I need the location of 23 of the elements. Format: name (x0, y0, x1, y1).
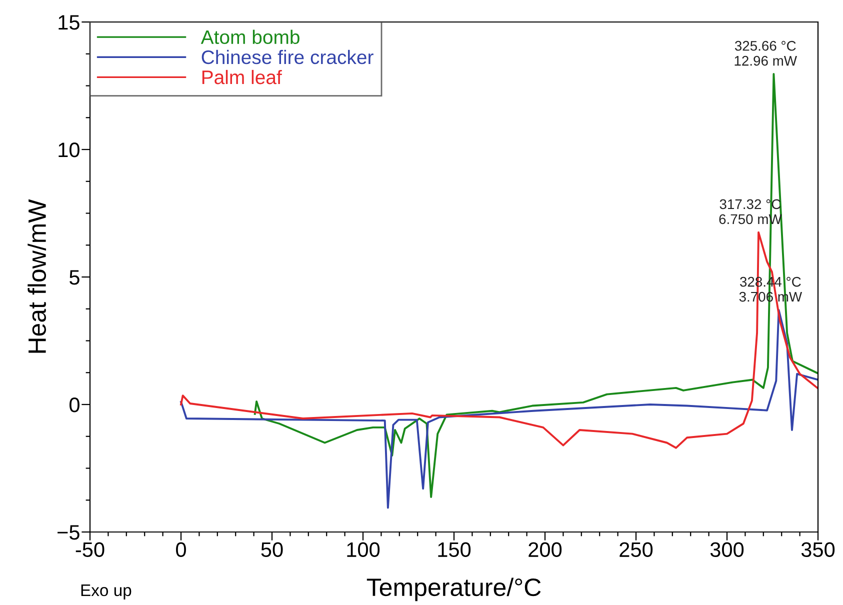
legend-label: Palm leaf (202, 70, 282, 84)
x-tick-label: 300 (710, 542, 744, 558)
y-tick-label: −5 (58, 525, 80, 540)
text: Exo up (81, 584, 132, 600)
line-series (180, 231, 818, 449)
x-tick-label: 0 (176, 542, 186, 558)
x-axis-title: Temperature/°C (366, 578, 541, 602)
y-tick-label: 10 (58, 142, 80, 158)
x-tick-label: -50 (76, 542, 104, 558)
x-tick-label: 250 (620, 542, 653, 558)
y-tick-label: 15 (58, 15, 80, 30)
x-tick-label: 350 (801, 542, 835, 558)
y-axis-title: Heat flow/mW (28, 199, 46, 353)
x-tick-label: 150 (438, 542, 471, 558)
x-tick-label: 200 (528, 542, 562, 558)
annotation: 325.66 °C 12.96 mW (734, 40, 797, 66)
y-tick-label: 5 (70, 270, 80, 285)
legend-label: Atom bomb (200, 30, 300, 44)
legend-label: Chinese fire cracker (202, 50, 374, 64)
line-series (180, 309, 818, 509)
x-tick-label: 100 (347, 542, 380, 558)
x-tick-label: 50 (261, 542, 283, 558)
y-tick-label: 0 (70, 398, 80, 412)
